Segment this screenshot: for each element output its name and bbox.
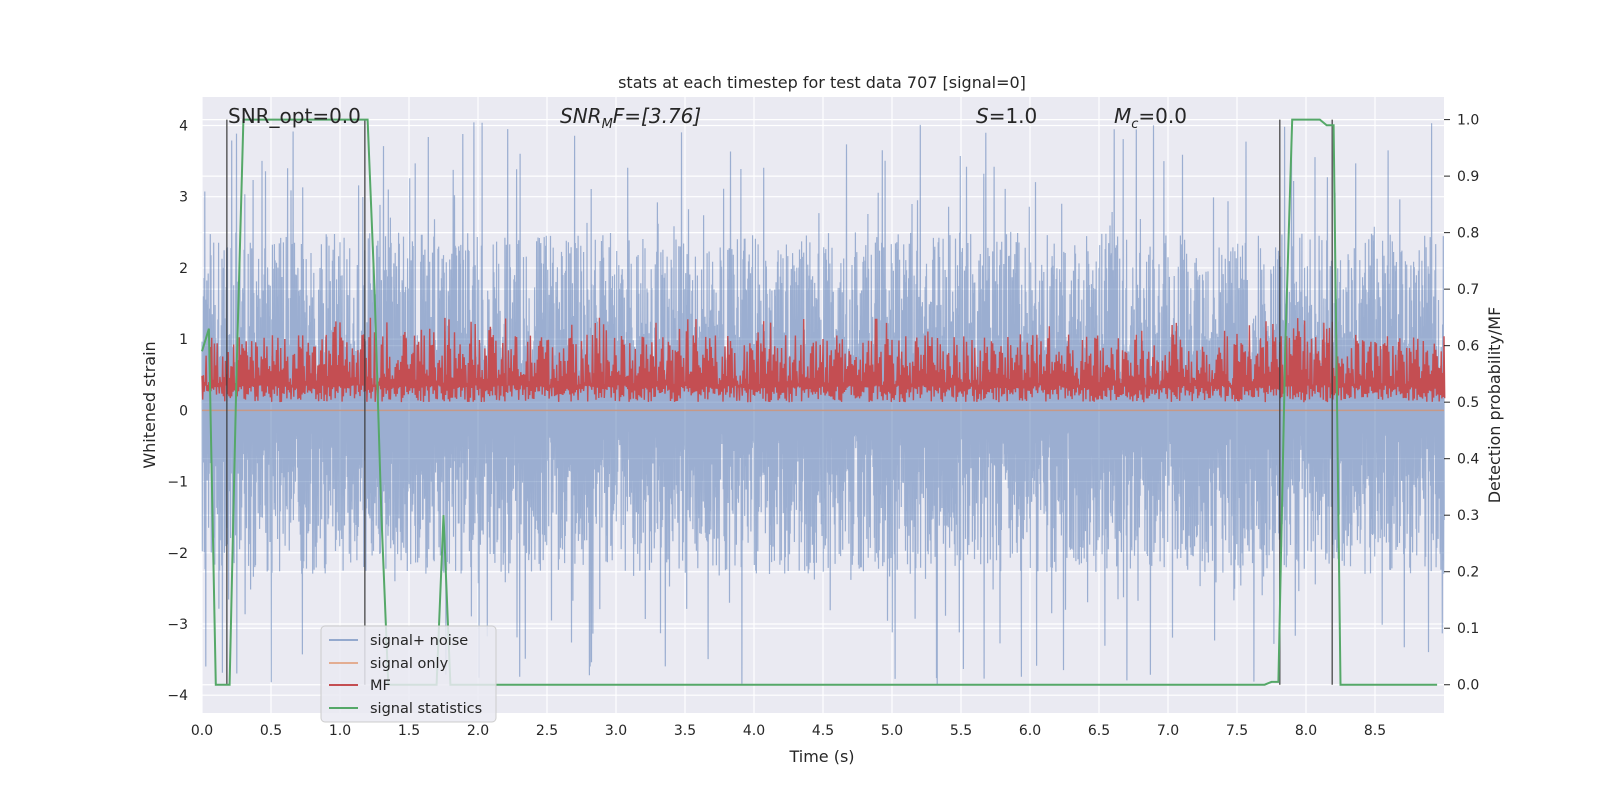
x-tick-label: 1.5 (398, 723, 420, 739)
annotation-mc-main: M (1114, 104, 1131, 128)
annotation-mc-rest: =0.0 (1138, 104, 1187, 128)
x-tick-label: 4.5 (812, 723, 834, 739)
x-tick-label: 7.5 (1226, 723, 1248, 739)
y-left-tick-label: −1 (167, 475, 188, 491)
y-right-tick-label: 0.0 (1457, 678, 1479, 694)
chart-title: stats at each timestep for test data 707… (618, 73, 1026, 92)
y-left-tick-label: 0 (179, 403, 188, 419)
legend-label-mf: MF (370, 678, 391, 694)
x-tick-label: 5.0 (881, 723, 903, 739)
series-mf-line (201, 317, 1446, 403)
y-axis-label-left: Whitened strain (140, 341, 159, 468)
legend-label-signal-only: signal only (370, 656, 449, 672)
x-tick-label: 3.0 (605, 723, 627, 739)
y-right-tick-label: 0.5 (1457, 395, 1479, 411)
x-tick-label: 2.0 (467, 723, 489, 739)
y-left-tick-label: 3 (179, 190, 188, 206)
annotation-snr-mf-rest: F=[3.76] (613, 104, 701, 128)
y-right-tick-label: 0.2 (1457, 565, 1479, 581)
legend-box (320, 625, 497, 723)
series-signal-noise-line (201, 122, 1445, 685)
annotation-s: S=1.0 (976, 104, 1037, 128)
x-tick-label: 2.5 (536, 723, 558, 739)
x-tick-label: 0.5 (260, 723, 282, 739)
x-tick-label: 5.5 (950, 723, 972, 739)
y-right-tick-label: 0.4 (1457, 452, 1479, 468)
y-left-tick-label: −2 (167, 546, 188, 562)
annotation-mc: Mc=0.0 (1114, 104, 1187, 132)
annotation-mc-sub: c (1131, 117, 1138, 132)
annotation-snr-mf-sub: M (602, 117, 613, 132)
annotation-snr-mf: SNRMF=[3.76] (560, 104, 701, 132)
legend-label-signal-noise: signal+ noise (370, 633, 468, 649)
x-tick-label: 7.0 (1157, 723, 1179, 739)
y-left-tick-label: −3 (167, 617, 188, 633)
annotation-s-main: S (976, 104, 989, 128)
x-tick-label: 4.0 (743, 723, 765, 739)
x-tick-label: 6.5 (1088, 723, 1110, 739)
x-tick-label: 8.0 (1295, 723, 1317, 739)
y-right-tick-label: 0.1 (1457, 621, 1479, 637)
x-tick-label: 3.5 (674, 723, 696, 739)
annotation-s-rest: =1.0 (989, 104, 1038, 128)
y-right-tick-label: 0.8 (1457, 226, 1479, 242)
y-left-tick-label: −4 (167, 688, 188, 704)
y-right-tick-label: 0.3 (1457, 508, 1479, 524)
y-left-tick-label: 4 (179, 118, 188, 134)
legend-label-signal-statistics: signal statistics (370, 701, 482, 717)
y-right-tick-label: 0.9 (1457, 169, 1479, 185)
y-right-tick-label: 0.7 (1457, 282, 1479, 298)
axes-layer: 0.0 0.5 1.0 1.5 2.0 2.5 3.0 3.5 4.0 4.5 5.0 5.5 6.0 6… (167, 113, 1479, 739)
x-tick-label: 0.0 (191, 723, 213, 739)
y-left-tick-label: 1 (179, 332, 188, 348)
x-axis-label: Time (s) (788, 747, 854, 766)
x-tick-label: 8.5 (1364, 723, 1386, 739)
x-tick-label: 1.0 (329, 723, 351, 739)
annotation-snr-opt: SNR_opt=0.0 (228, 104, 361, 128)
legend: signal+ noise signal only MF signal stat… (320, 625, 497, 723)
annotation-snr-mf-main: SNR (560, 104, 602, 128)
plot-layer (201, 118, 1446, 686)
y-left-tick-label: 2 (179, 261, 188, 277)
y-axis-label-right: Detection probability/MF (1485, 307, 1504, 504)
y-right-tick-label: 0.6 (1457, 339, 1479, 355)
x-tick-label: 6.0 (1019, 723, 1041, 739)
y-right-tick-label: 1.0 (1457, 113, 1479, 129)
